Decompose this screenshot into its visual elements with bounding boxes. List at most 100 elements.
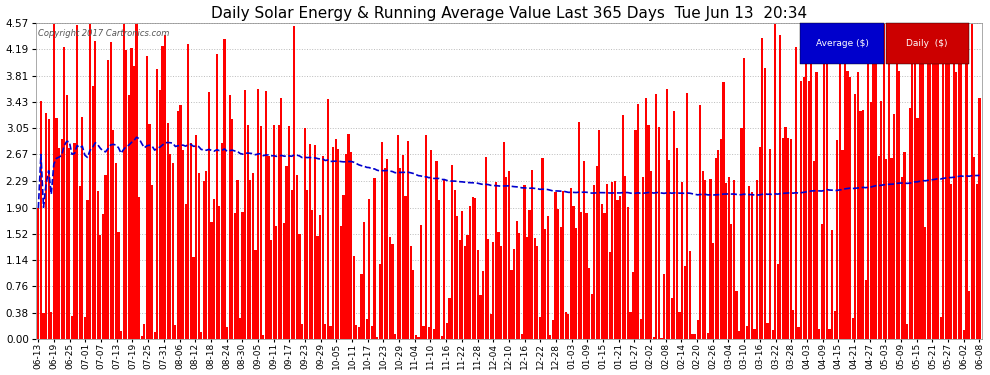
Bar bbox=[725, 183, 728, 339]
Bar bbox=[469, 206, 471, 339]
Bar bbox=[148, 124, 150, 339]
Bar bbox=[272, 124, 274, 339]
Bar bbox=[733, 180, 735, 339]
Bar bbox=[399, 168, 401, 339]
Bar bbox=[756, 180, 758, 339]
Bar bbox=[254, 251, 256, 339]
Bar bbox=[471, 197, 474, 339]
Bar bbox=[710, 179, 712, 339]
Bar bbox=[655, 94, 657, 339]
Bar bbox=[790, 140, 792, 339]
Bar bbox=[505, 177, 508, 339]
Bar bbox=[542, 158, 544, 339]
Bar bbox=[322, 156, 324, 339]
Bar bbox=[224, 39, 226, 339]
Bar bbox=[177, 111, 179, 339]
Bar bbox=[834, 311, 836, 339]
Bar bbox=[779, 34, 781, 339]
Bar bbox=[394, 334, 396, 339]
Bar bbox=[650, 171, 652, 339]
Bar bbox=[123, 24, 125, 339]
Bar bbox=[585, 213, 587, 339]
Bar bbox=[360, 274, 362, 339]
Bar bbox=[839, 24, 841, 339]
Bar bbox=[867, 47, 869, 339]
Bar bbox=[880, 101, 882, 339]
Bar bbox=[190, 143, 192, 339]
Bar bbox=[529, 210, 531, 339]
Bar bbox=[71, 316, 73, 339]
Bar bbox=[259, 126, 261, 339]
Bar bbox=[782, 138, 784, 339]
Bar bbox=[859, 111, 861, 339]
Bar bbox=[575, 228, 577, 339]
Bar bbox=[158, 90, 161, 339]
Bar bbox=[940, 317, 941, 339]
Bar bbox=[630, 312, 632, 339]
Bar bbox=[516, 220, 518, 339]
Bar bbox=[596, 166, 598, 339]
Bar bbox=[619, 196, 621, 339]
Bar bbox=[464, 246, 466, 339]
Bar bbox=[771, 330, 774, 339]
Bar bbox=[955, 72, 957, 339]
Bar bbox=[837, 140, 839, 339]
Bar bbox=[960, 36, 962, 339]
Bar bbox=[477, 251, 479, 339]
Bar bbox=[957, 24, 960, 339]
Bar bbox=[792, 310, 794, 339]
Bar bbox=[58, 148, 60, 339]
Bar bbox=[325, 324, 327, 339]
Bar bbox=[917, 118, 919, 339]
Bar bbox=[583, 160, 585, 339]
Bar bbox=[927, 52, 929, 339]
Bar bbox=[856, 72, 859, 339]
Bar bbox=[213, 199, 215, 339]
Bar bbox=[482, 272, 484, 339]
Bar bbox=[373, 178, 375, 339]
Bar bbox=[805, 55, 807, 339]
Bar bbox=[234, 213, 236, 339]
Bar bbox=[824, 24, 826, 339]
Bar bbox=[622, 115, 624, 339]
Bar bbox=[138, 197, 141, 339]
Bar bbox=[115, 163, 117, 339]
Bar bbox=[551, 321, 554, 339]
Bar bbox=[301, 324, 303, 339]
Bar bbox=[52, 24, 55, 339]
Bar bbox=[484, 157, 487, 339]
Bar bbox=[808, 81, 810, 339]
Bar bbox=[909, 108, 911, 339]
Bar bbox=[306, 190, 308, 339]
Bar bbox=[200, 332, 202, 339]
Bar bbox=[816, 72, 818, 339]
Bar bbox=[590, 294, 593, 339]
Bar bbox=[503, 142, 505, 339]
Bar bbox=[684, 266, 686, 339]
Bar bbox=[444, 180, 446, 339]
Bar bbox=[107, 60, 109, 339]
Bar bbox=[365, 319, 368, 339]
Bar bbox=[136, 24, 138, 339]
Bar bbox=[425, 135, 428, 339]
Bar bbox=[203, 181, 205, 339]
Text: Daily  ($): Daily ($) bbox=[907, 39, 947, 48]
Bar bbox=[769, 150, 771, 339]
Bar bbox=[745, 326, 747, 339]
Bar bbox=[384, 168, 386, 339]
Bar bbox=[125, 50, 128, 339]
Bar bbox=[68, 148, 70, 339]
Bar bbox=[456, 216, 458, 339]
Bar bbox=[678, 312, 681, 339]
Bar bbox=[407, 141, 409, 339]
Bar bbox=[562, 191, 564, 339]
Bar bbox=[601, 204, 603, 339]
Bar bbox=[144, 324, 146, 339]
Bar bbox=[689, 251, 691, 339]
Bar bbox=[673, 111, 675, 339]
Bar bbox=[699, 105, 701, 339]
Bar bbox=[433, 329, 435, 339]
Bar bbox=[604, 213, 606, 339]
Bar bbox=[738, 331, 741, 339]
Bar bbox=[521, 334, 523, 339]
